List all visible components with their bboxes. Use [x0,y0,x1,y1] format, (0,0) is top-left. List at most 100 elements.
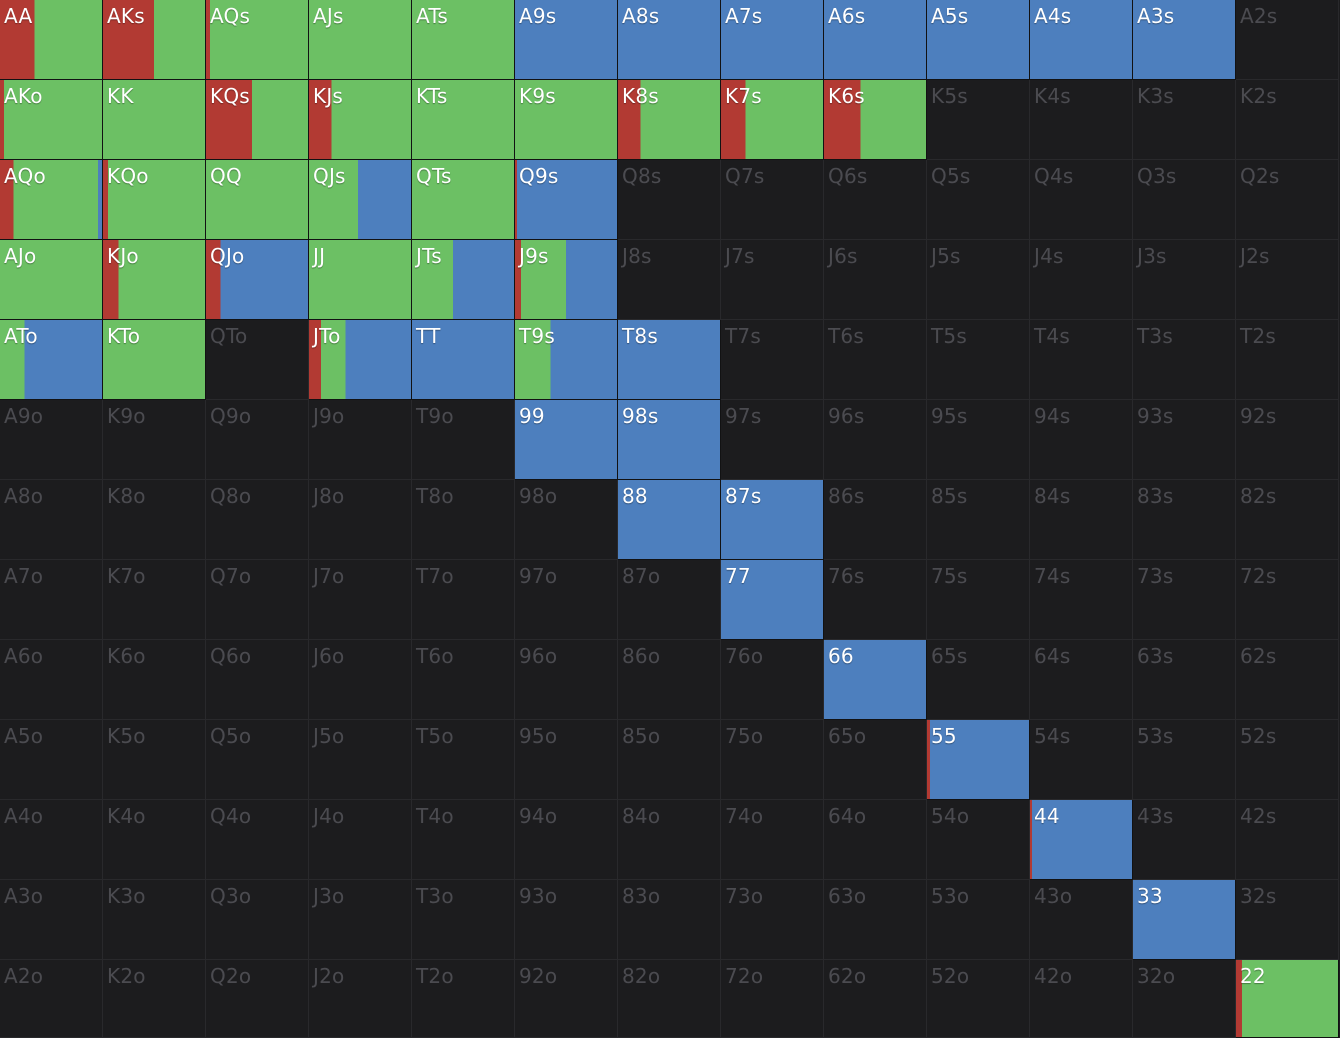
hand-cell-T6o[interactable]: T6o [412,640,515,720]
hand-cell-T9s[interactable]: T9s [515,320,618,400]
hand-cell-Q5s[interactable]: Q5s [927,160,1030,240]
hand-cell-KK[interactable]: KK [103,80,206,160]
hand-cell-A4s[interactable]: A4s [1030,0,1133,80]
hand-cell-Q8s[interactable]: Q8s [618,160,721,240]
hand-cell-K8s[interactable]: K8s [618,80,721,160]
hand-cell-JJ[interactable]: JJ [309,240,412,320]
hand-cell-J8s[interactable]: J8s [618,240,721,320]
hand-cell-82s[interactable]: 82s [1236,480,1339,560]
hand-cell-83s[interactable]: 83s [1133,480,1236,560]
hand-cell-A9o[interactable]: A9o [0,400,103,480]
hand-cell-63o[interactable]: 63o [824,880,927,960]
hand-cell-84o[interactable]: 84o [618,800,721,880]
hand-cell-QTs[interactable]: QTs [412,160,515,240]
hand-cell-K6o[interactable]: K6o [103,640,206,720]
hand-cell-K7o[interactable]: K7o [103,560,206,640]
hand-cell-A7o[interactable]: A7o [0,560,103,640]
hand-cell-KTo[interactable]: KTo [103,320,206,400]
hand-cell-72s[interactable]: 72s [1236,560,1339,640]
hand-cell-T3s[interactable]: T3s [1133,320,1236,400]
hand-cell-A3o[interactable]: A3o [0,880,103,960]
hand-cell-A5o[interactable]: A5o [0,720,103,800]
hand-cell-66[interactable]: 66 [824,640,927,720]
hand-cell-94s[interactable]: 94s [1030,400,1133,480]
hand-cell-52s[interactable]: 52s [1236,720,1339,800]
hand-cell-95s[interactable]: 95s [927,400,1030,480]
hand-cell-93o[interactable]: 93o [515,880,618,960]
hand-cell-84s[interactable]: 84s [1030,480,1133,560]
hand-cell-AA[interactable]: AA [0,0,103,80]
hand-cell-A8o[interactable]: A8o [0,480,103,560]
hand-cell-62s[interactable]: 62s [1236,640,1339,720]
hand-cell-KJs[interactable]: KJs [309,80,412,160]
hand-cell-T8s[interactable]: T8s [618,320,721,400]
hand-cell-85s[interactable]: 85s [927,480,1030,560]
hand-cell-Q2s[interactable]: Q2s [1236,160,1339,240]
hand-cell-QTo[interactable]: QTo [206,320,309,400]
hand-cell-32s[interactable]: 32s [1236,880,1339,960]
hand-cell-A2s[interactable]: A2s [1236,0,1339,80]
hand-cell-K2o[interactable]: K2o [103,960,206,1038]
hand-cell-K4o[interactable]: K4o [103,800,206,880]
hand-cell-J3s[interactable]: J3s [1133,240,1236,320]
hand-cell-32o[interactable]: 32o [1133,960,1236,1038]
hand-cell-93s[interactable]: 93s [1133,400,1236,480]
hand-cell-A7s[interactable]: A7s [721,0,824,80]
hand-cell-ATs[interactable]: ATs [412,0,515,80]
hand-cell-AJs[interactable]: AJs [309,0,412,80]
hand-cell-AJo[interactable]: AJo [0,240,103,320]
hand-cell-TT[interactable]: TT [412,320,515,400]
hand-cell-Q2o[interactable]: Q2o [206,960,309,1038]
hand-cell-87o[interactable]: 87o [618,560,721,640]
hand-cell-Q3s[interactable]: Q3s [1133,160,1236,240]
hand-cell-QJs[interactable]: QJs [309,160,412,240]
hand-cell-J7o[interactable]: J7o [309,560,412,640]
hand-cell-A6s[interactable]: A6s [824,0,927,80]
hand-cell-97o[interactable]: 97o [515,560,618,640]
hand-cell-76s[interactable]: 76s [824,560,927,640]
hand-cell-97s[interactable]: 97s [721,400,824,480]
hand-cell-J2s[interactable]: J2s [1236,240,1339,320]
hand-cell-86o[interactable]: 86o [618,640,721,720]
hand-cell-62o[interactable]: 62o [824,960,927,1038]
hand-cell-43o[interactable]: 43o [1030,880,1133,960]
hand-cell-J5o[interactable]: J5o [309,720,412,800]
hand-cell-65s[interactable]: 65s [927,640,1030,720]
hand-cell-K9s[interactable]: K9s [515,80,618,160]
hand-cell-AKs[interactable]: AKs [103,0,206,80]
hand-cell-ATo[interactable]: ATo [0,320,103,400]
hand-cell-92o[interactable]: 92o [515,960,618,1038]
hand-cell-JTo[interactable]: JTo [309,320,412,400]
hand-cell-QJo[interactable]: QJo [206,240,309,320]
hand-cell-A3s[interactable]: A3s [1133,0,1236,80]
hand-cell-Q9o[interactable]: Q9o [206,400,309,480]
hand-cell-QQ[interactable]: QQ [206,160,309,240]
hand-cell-64s[interactable]: 64s [1030,640,1133,720]
hand-cell-K2s[interactable]: K2s [1236,80,1339,160]
hand-cell-83o[interactable]: 83o [618,880,721,960]
hand-cell-75s[interactable]: 75s [927,560,1030,640]
hand-cell-52o[interactable]: 52o [927,960,1030,1038]
hand-cell-65o[interactable]: 65o [824,720,927,800]
hand-cell-K8o[interactable]: K8o [103,480,206,560]
hand-cell-Q4s[interactable]: Q4s [1030,160,1133,240]
hand-cell-J3o[interactable]: J3o [309,880,412,960]
hand-cell-63s[interactable]: 63s [1133,640,1236,720]
hand-cell-K5o[interactable]: K5o [103,720,206,800]
hand-cell-74o[interactable]: 74o [721,800,824,880]
hand-cell-75o[interactable]: 75o [721,720,824,800]
hand-cell-T4s[interactable]: T4s [1030,320,1133,400]
hand-cell-98o[interactable]: 98o [515,480,618,560]
hand-cell-J2o[interactable]: J2o [309,960,412,1038]
hand-cell-T7s[interactable]: T7s [721,320,824,400]
hand-cell-88[interactable]: 88 [618,480,721,560]
hand-cell-K6s[interactable]: K6s [824,80,927,160]
hand-cell-54s[interactable]: 54s [1030,720,1133,800]
hand-cell-Q6o[interactable]: Q6o [206,640,309,720]
hand-cell-77[interactable]: 77 [721,560,824,640]
hand-cell-K3s[interactable]: K3s [1133,80,1236,160]
hand-cell-96o[interactable]: 96o [515,640,618,720]
hand-cell-A4o[interactable]: A4o [0,800,103,880]
hand-cell-A8s[interactable]: A8s [618,0,721,80]
hand-cell-T7o[interactable]: T7o [412,560,515,640]
